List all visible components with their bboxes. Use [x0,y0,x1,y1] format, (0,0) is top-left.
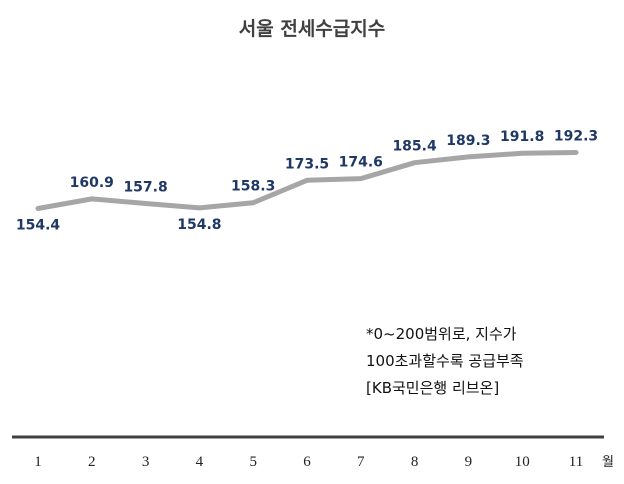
data-label: 160.9 [70,175,114,191]
x-tick-label: 7 [357,454,365,470]
note-line-1: *0~200범위로, 지수가 [366,325,517,343]
data-label: 158.3 [231,179,275,195]
data-label: 185.4 [392,139,437,155]
chart-title: 서울 전세수급지수 [238,18,386,40]
x-tick-label: 4 [196,454,204,470]
note-line-3: [KB국민은행 리브온] [366,379,500,397]
data-label: 154.8 [177,217,221,233]
data-label-layer: 154.4 160.9 157.8 154.8 158.3 173.5 174.6 185.4… [16,128,598,233]
x-tick-label: 1 [34,454,42,470]
series-line [35,149,579,211]
x-tick-label: 11 [569,454,583,470]
series-layer [35,149,579,211]
data-label: 157.8 [123,179,167,195]
x-tick-label: 5 [249,454,257,470]
data-label: 189.3 [446,133,490,149]
data-label: 191.8 [500,129,544,145]
note-line-2: 100초과할수록 공급부족 [366,352,524,370]
x-tick-label: 2 [88,454,96,470]
x-tick-label: 6 [303,454,311,470]
x-tick-label: 3 [142,454,150,470]
data-label: 173.5 [285,156,329,172]
x-tick-label: 9 [465,454,473,470]
data-label: 174.6 [339,155,383,171]
x-unit-label: 월 [602,455,614,470]
x-tick-label: 10 [515,454,530,470]
data-label: 154.4 [16,218,61,234]
data-label: 192.3 [554,128,598,144]
x-tick-layer: 1 2 3 4 5 6 7 8 9 10 11 월 [34,454,614,470]
x-tick-label: 8 [411,454,419,470]
